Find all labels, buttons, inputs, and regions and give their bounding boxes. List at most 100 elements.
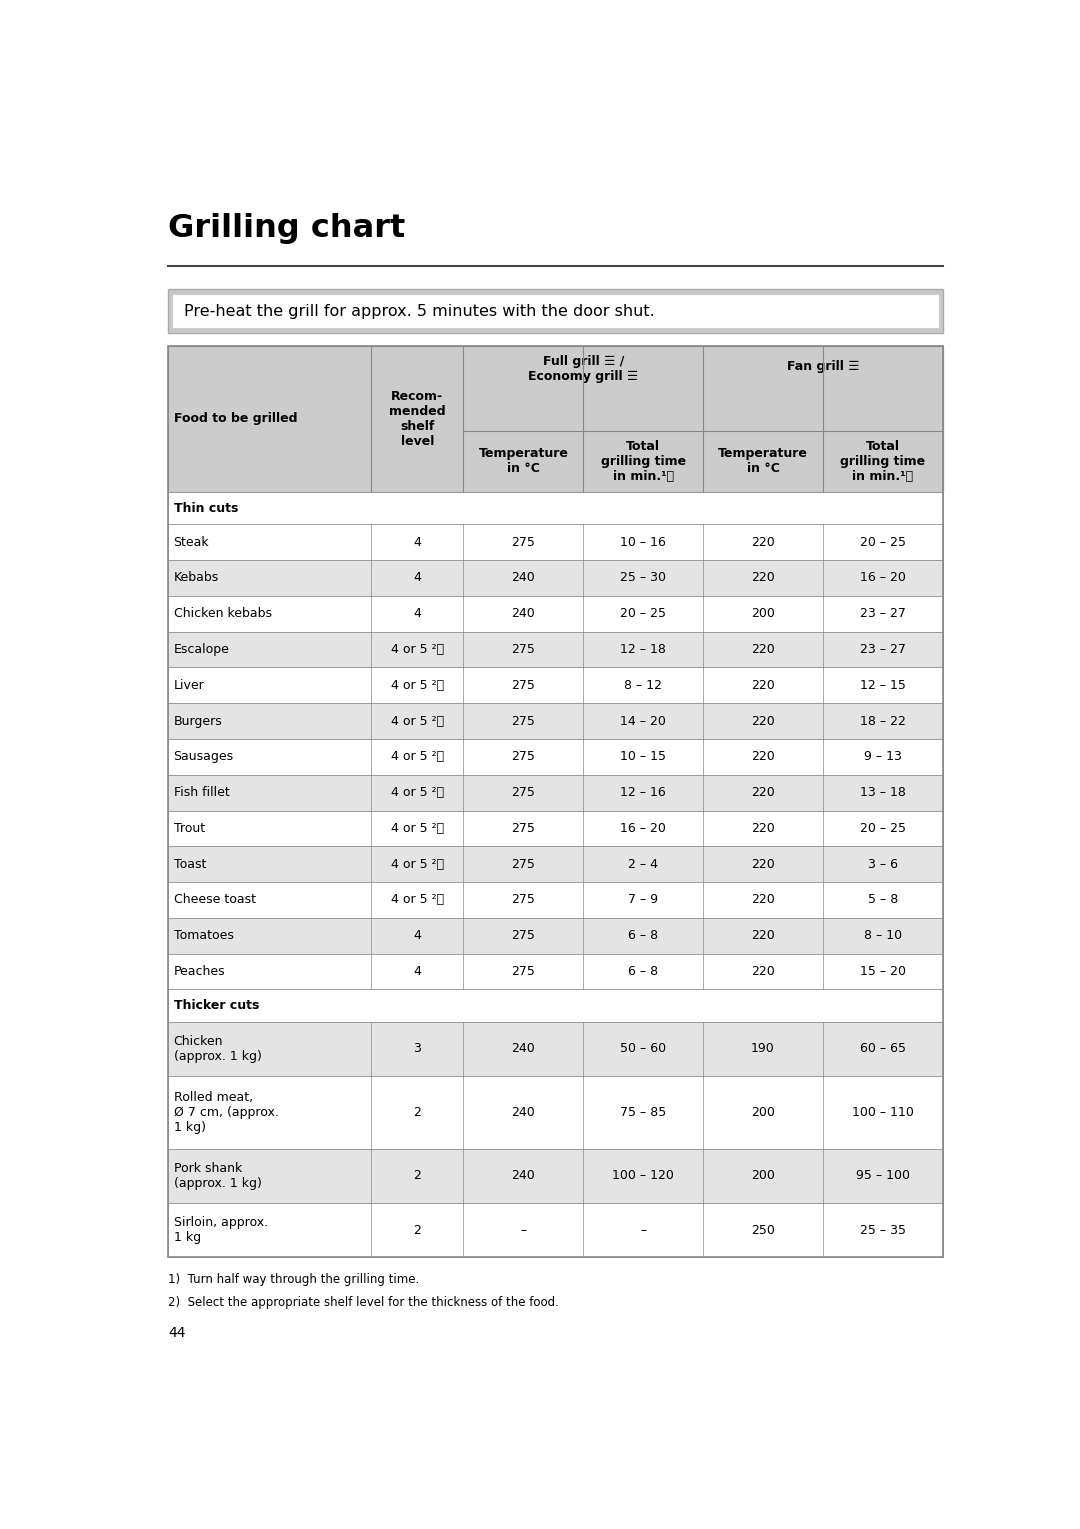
Text: 220: 220 (751, 714, 774, 728)
Bar (168, 492, 943, 524)
Text: Food to be grilled: Food to be grilled (174, 413, 297, 425)
Bar (168, 775, 943, 810)
Bar (168, 703, 943, 739)
Text: 7 – 9: 7 – 9 (629, 893, 658, 907)
Text: 2: 2 (414, 1223, 421, 1237)
Text: Toast: Toast (174, 858, 206, 870)
Text: 240: 240 (512, 1043, 536, 1055)
Bar (168, 917, 943, 954)
Bar (172, 294, 940, 329)
Text: 4 or 5 ²⧩: 4 or 5 ²⧩ (391, 644, 444, 656)
Text: 15 – 20: 15 – 20 (860, 965, 906, 979)
Text: 16 – 20: 16 – 20 (620, 823, 666, 835)
Text: 220: 220 (751, 751, 774, 763)
Bar (168, 882, 943, 917)
Text: 275: 275 (512, 930, 536, 942)
Bar (168, 954, 943, 989)
Text: 220: 220 (751, 679, 774, 691)
Text: Temperature
in °C: Temperature in °C (478, 448, 568, 476)
Bar (168, 667, 943, 703)
Text: 18 – 22: 18 – 22 (860, 714, 906, 728)
Text: 100 – 120: 100 – 120 (612, 1170, 674, 1182)
Text: 13 – 18: 13 – 18 (860, 786, 906, 800)
Text: 44: 44 (168, 1326, 186, 1339)
Text: Kebabs: Kebabs (174, 572, 219, 584)
Text: 20 – 25: 20 – 25 (860, 535, 906, 549)
Text: 25 – 30: 25 – 30 (620, 572, 666, 584)
Text: 100 – 110: 100 – 110 (852, 1105, 914, 1119)
Text: 2)  Select the appropriate shelf level for the thickness of the food.: 2) Select the appropriate shelf level fo… (168, 1297, 559, 1309)
Text: 275: 275 (512, 893, 536, 907)
Text: 25 – 35: 25 – 35 (860, 1223, 906, 1237)
Text: 60 – 65: 60 – 65 (860, 1043, 906, 1055)
Text: 14 – 20: 14 – 20 (620, 714, 666, 728)
Text: 275: 275 (512, 786, 536, 800)
Text: Sirloin, approx.
1 kg: Sirloin, approx. 1 kg (174, 1216, 268, 1245)
Bar (168, 560, 943, 596)
Text: 4: 4 (414, 607, 421, 621)
Text: 275: 275 (512, 858, 536, 870)
Text: 1)  Turn half way through the grilling time.: 1) Turn half way through the grilling ti… (168, 1272, 420, 1286)
Bar (168, 524, 943, 560)
Bar (168, 739, 943, 775)
Text: Temperature
in °C: Temperature in °C (718, 448, 808, 476)
Text: 4 or 5 ²⧩: 4 or 5 ²⧩ (391, 786, 444, 800)
Text: 4 or 5 ²⧩: 4 or 5 ²⧩ (391, 714, 444, 728)
Text: 275: 275 (512, 751, 536, 763)
Text: 16 – 20: 16 – 20 (860, 572, 906, 584)
Text: 190: 190 (751, 1043, 774, 1055)
Text: 12 – 18: 12 – 18 (620, 644, 666, 656)
Text: 3: 3 (414, 1043, 421, 1055)
Text: 240: 240 (512, 607, 536, 621)
Text: 220: 220 (751, 965, 774, 979)
Text: 4 or 5 ²⧩: 4 or 5 ²⧩ (391, 823, 444, 835)
Text: 4 or 5 ²⧩: 4 or 5 ²⧩ (391, 893, 444, 907)
Text: 23 – 27: 23 – 27 (860, 644, 906, 656)
Text: 10 – 15: 10 – 15 (620, 751, 666, 763)
Text: 275: 275 (512, 965, 536, 979)
Text: 20 – 25: 20 – 25 (620, 607, 666, 621)
Text: 23 – 27: 23 – 27 (860, 607, 906, 621)
Text: Recom-
mended
shelf
level: Recom- mended shelf level (389, 390, 446, 448)
Text: 75 – 85: 75 – 85 (620, 1105, 666, 1119)
Text: Tomatoes: Tomatoes (174, 930, 233, 942)
Text: Chicken kebabs: Chicken kebabs (174, 607, 271, 621)
Text: 9 – 13: 9 – 13 (864, 751, 902, 763)
Text: 5 – 8: 5 – 8 (867, 893, 897, 907)
Text: 275: 275 (512, 535, 536, 549)
Text: 4: 4 (414, 535, 421, 549)
Text: Total
grilling time
in min.¹⧩: Total grilling time in min.¹⧩ (600, 440, 686, 483)
Text: 4 or 5 ²⧩: 4 or 5 ²⧩ (391, 751, 444, 763)
Text: 240: 240 (512, 1170, 536, 1182)
Bar (168, 346, 943, 492)
Text: 4 or 5 ²⧩: 4 or 5 ²⧩ (391, 679, 444, 691)
Text: 220: 220 (751, 535, 774, 549)
Text: 220: 220 (751, 823, 774, 835)
Text: Fish fillet: Fish fillet (174, 786, 229, 800)
Text: Sausages: Sausages (174, 751, 233, 763)
Text: Thicker cuts: Thicker cuts (174, 998, 259, 1012)
Text: 4: 4 (414, 930, 421, 942)
Text: Pork shank
(approx. 1 kg): Pork shank (approx. 1 kg) (174, 1162, 261, 1190)
Text: 200: 200 (751, 1105, 775, 1119)
Text: 220: 220 (751, 893, 774, 907)
Bar (168, 810, 943, 846)
Text: Burgers: Burgers (174, 714, 222, 728)
Text: Pre-heat the grill for approx. 5 minutes with the door shut.: Pre-heat the grill for approx. 5 minutes… (184, 304, 654, 318)
Bar (168, 631, 943, 667)
Text: 220: 220 (751, 930, 774, 942)
Text: 6 – 8: 6 – 8 (629, 965, 658, 979)
Text: 220: 220 (751, 858, 774, 870)
Bar (168, 289, 943, 333)
Text: 20 – 25: 20 – 25 (860, 823, 906, 835)
Text: 4: 4 (414, 965, 421, 979)
Text: 275: 275 (512, 714, 536, 728)
Text: Cheese toast: Cheese toast (174, 893, 256, 907)
Text: 3 – 6: 3 – 6 (868, 858, 897, 870)
Text: Thin cuts: Thin cuts (174, 502, 238, 515)
Text: Chicken
(approx. 1 kg): Chicken (approx. 1 kg) (174, 1035, 261, 1063)
Text: Rolled meat,
Ø 7 cm, (approx.
1 kg): Rolled meat, Ø 7 cm, (approx. 1 kg) (174, 1090, 279, 1135)
Bar (168, 989, 943, 1021)
Text: Peaches: Peaches (174, 965, 225, 979)
Text: 275: 275 (512, 679, 536, 691)
